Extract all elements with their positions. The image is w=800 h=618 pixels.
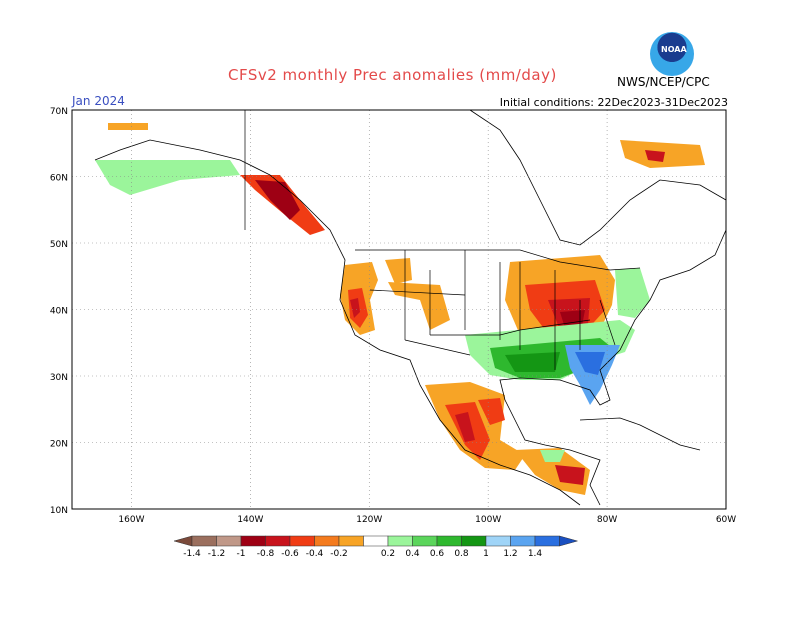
lat-label: 10N [50, 506, 68, 516]
colorbar-label: -1.4 [183, 549, 201, 559]
colorbar-swatch [191, 535, 217, 547]
colorbar-label: 0.6 [430, 549, 445, 559]
colorbar-label: 1 [483, 549, 489, 559]
colorbar-label: -1 [237, 549, 246, 559]
lat-label: 60N [50, 174, 68, 184]
lat-label: 40N [50, 307, 68, 317]
lat-label: 20N [50, 440, 68, 450]
colorbar-left-arrow [173, 535, 193, 547]
colorbar-swatch [485, 535, 511, 547]
colorbar-label: 0.8 [454, 549, 469, 559]
colorbar-label: -0.2 [330, 549, 348, 559]
lat-label: 70N [50, 107, 68, 117]
colorbar-swatch [534, 535, 560, 547]
colorbar-label: 0.4 [405, 549, 420, 559]
initial-conditions: Initial conditions: 22Dec2023-31Dec2023 [499, 96, 728, 109]
coastlines [94, 109, 727, 506]
forecast-month: Jan 2024 [72, 94, 125, 108]
noaa-logo [650, 32, 694, 76]
noaa-logo-text: NOAA [661, 45, 687, 54]
lat-label: 30N [50, 373, 68, 383]
colorbar-swatch [412, 535, 438, 547]
colorbar-swatch [338, 535, 364, 547]
lon-label: 60W [716, 515, 736, 525]
longitude-labels: 160W 140W 120W 100W 80W 60W [118, 515, 736, 525]
colorbar-label: -0.8 [257, 549, 275, 559]
colorbar-swatch [436, 535, 462, 547]
map-title: CFSv2 monthly Prec anomalies (mm/day) [228, 66, 557, 84]
colorbar-label: 1.4 [528, 549, 543, 559]
colorbar-swatch [240, 535, 266, 547]
lat-lon-grid [72, 110, 726, 509]
colorbar-legend: -1.4 -1.2 -1 -0.8 -0.6 -0.4 -0.2 0.2 0.4 0.6 0.8 1 1… [173, 535, 579, 559]
colorbar-swatch [363, 535, 389, 547]
colorbar-swatch [387, 535, 413, 547]
colorbar-swatch [216, 535, 242, 547]
lon-label: 100W [475, 515, 501, 525]
colorbar-label: 1.2 [503, 549, 517, 559]
us-borders [244, 110, 641, 370]
colorbar-swatch [461, 535, 487, 547]
colorbar-label: -1.2 [208, 549, 226, 559]
colorbar-right-arrow [559, 535, 579, 547]
map-frame [71, 109, 727, 510]
colorbar-swatch [265, 535, 291, 547]
lon-label: 160W [118, 515, 144, 525]
anomaly-shading [95, 123, 705, 495]
colorbar-label: 0.2 [381, 549, 395, 559]
lon-label: 120W [356, 515, 382, 525]
colorbar-swatch [314, 535, 340, 547]
lat-label: 50N [50, 240, 68, 250]
colorbar-swatch [510, 535, 536, 547]
colorbar-label: -0.4 [306, 549, 324, 559]
lon-label: 80W [597, 515, 617, 525]
latitude-labels: 70N 60N 50N 40N 30N 20N 10N [50, 107, 68, 516]
colorbar-label: -0.6 [281, 549, 299, 559]
colorbar-swatch [289, 535, 315, 547]
organization-label: NWS/NCEP/CPC [617, 75, 710, 89]
lon-label: 140W [237, 515, 263, 525]
